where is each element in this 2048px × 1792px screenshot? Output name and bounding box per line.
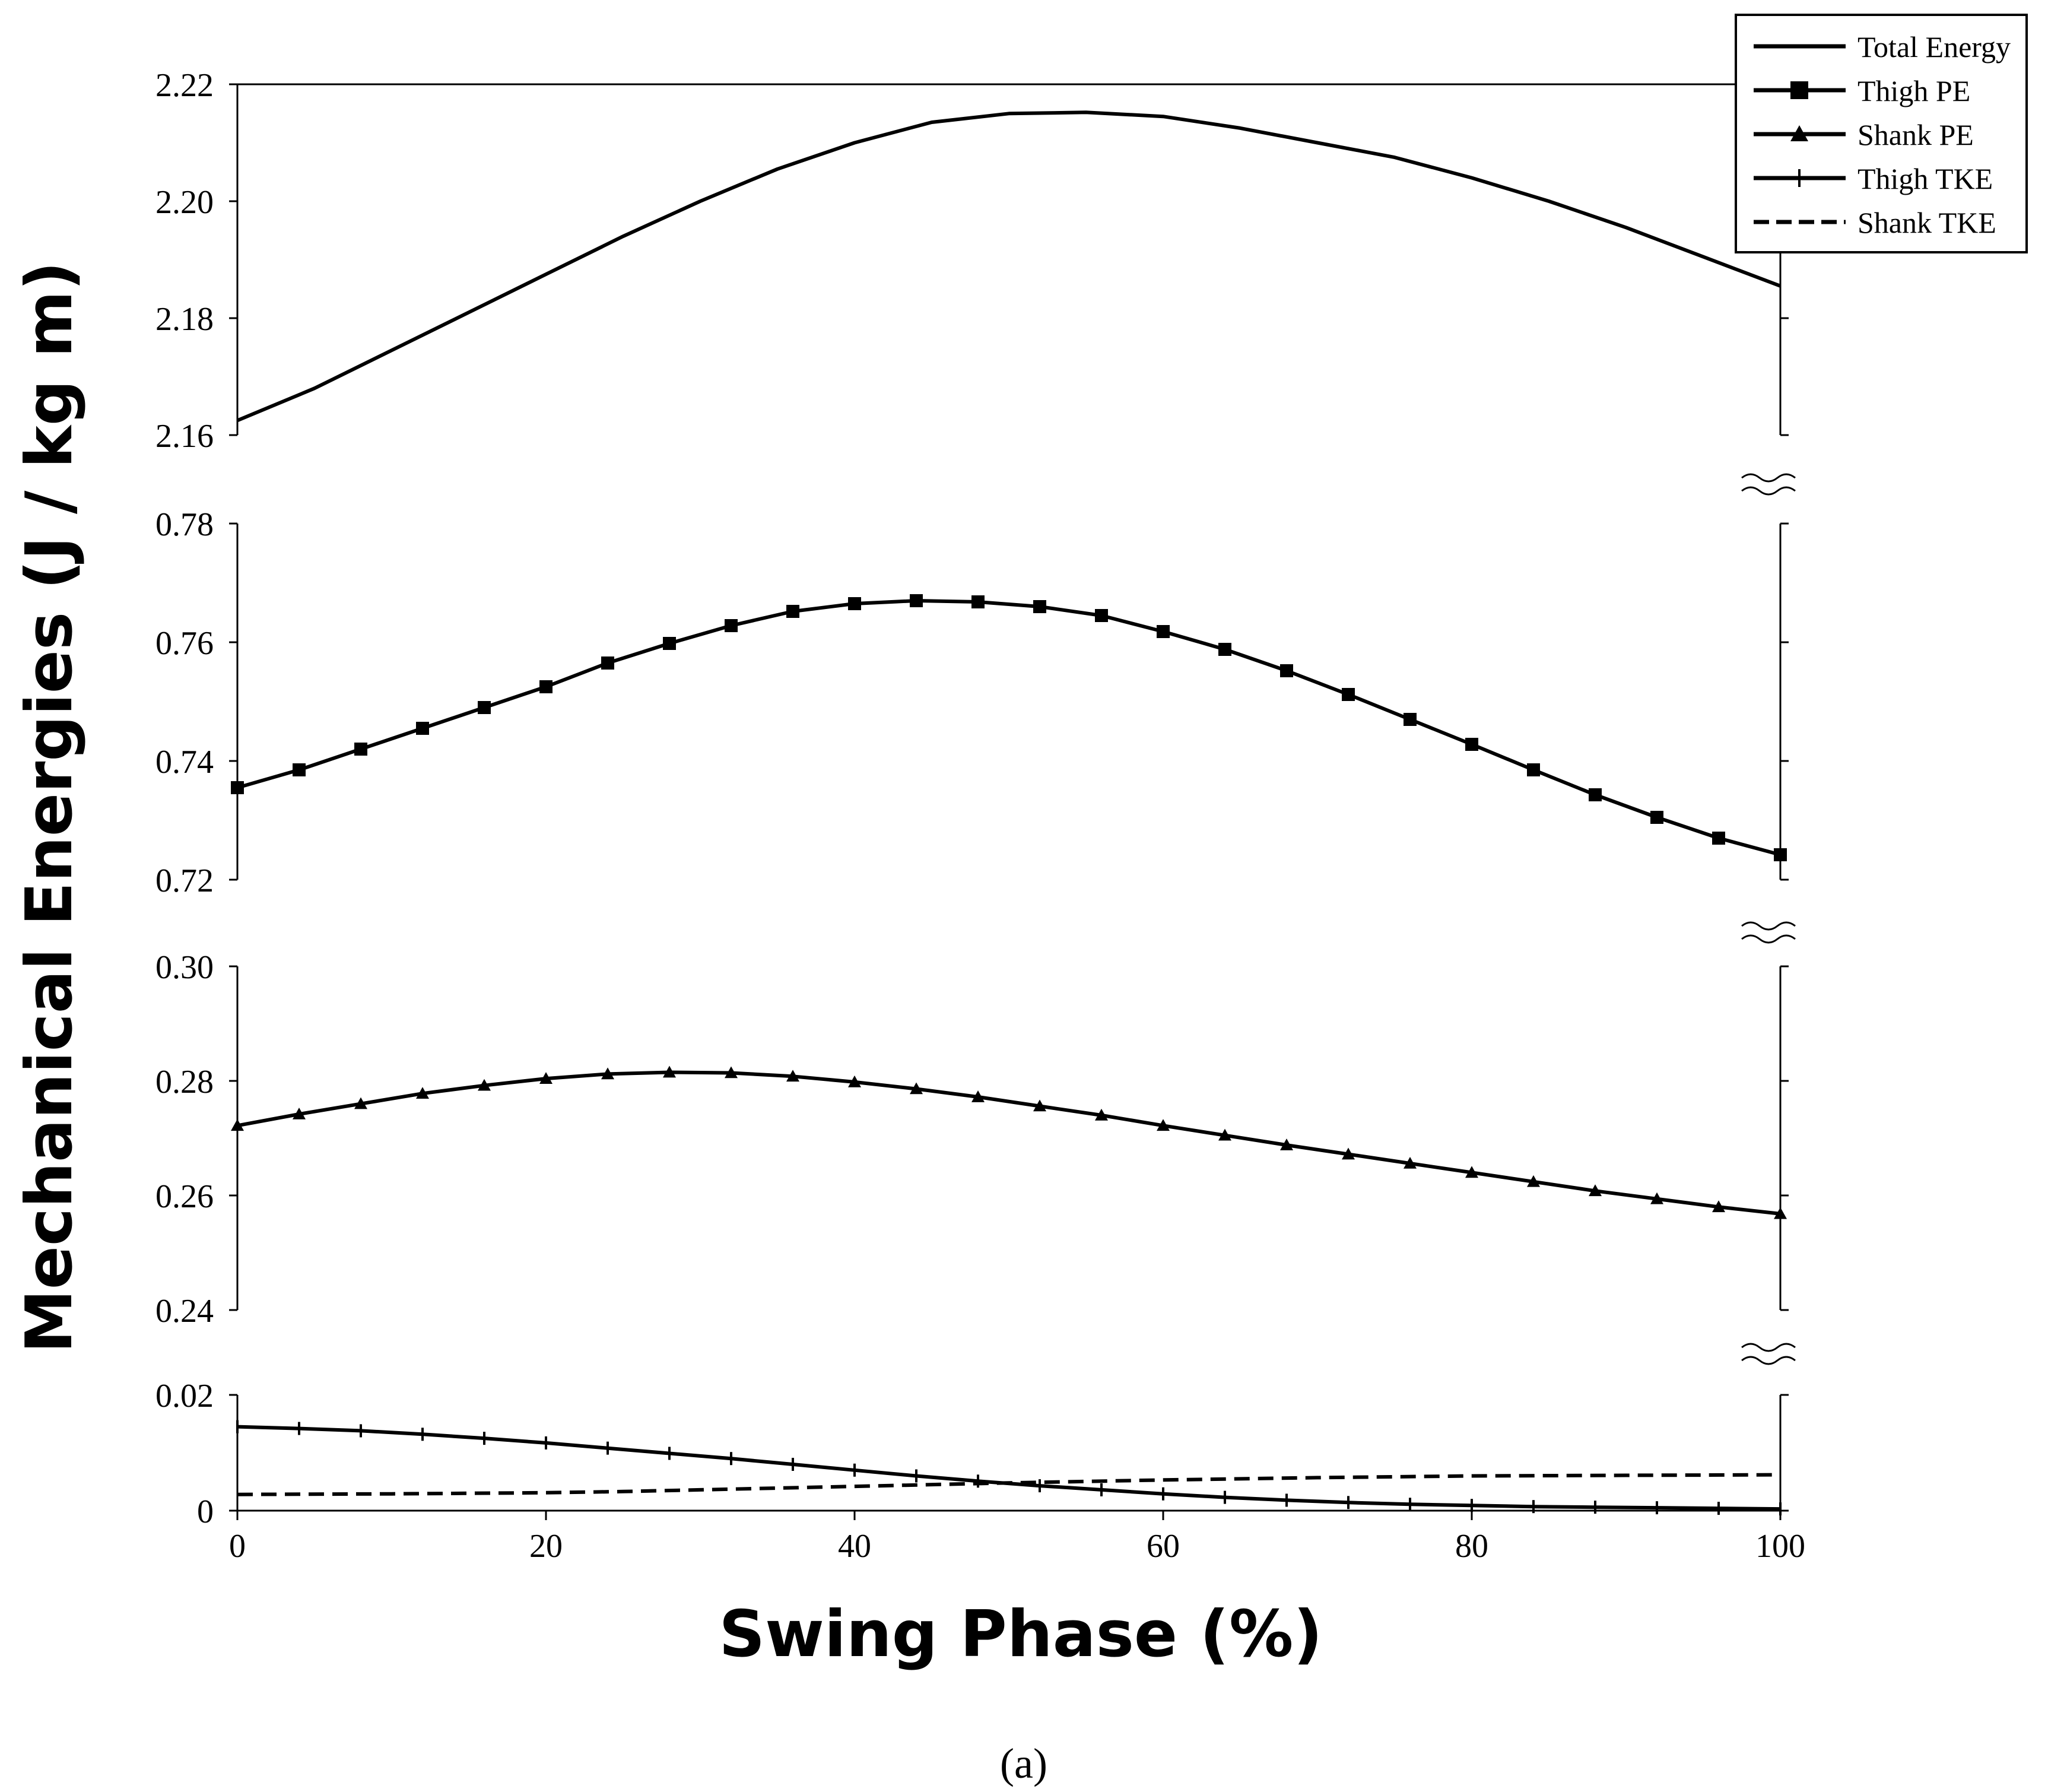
data-point-square (416, 722, 429, 735)
data-point-square (1342, 688, 1355, 701)
data-point-square (1712, 832, 1725, 845)
series-line-shank-pe (237, 1070, 1781, 1216)
data-point-square (354, 743, 367, 756)
data-point-square (1033, 600, 1046, 613)
data-point-triangle (1712, 1200, 1725, 1213)
data-point-square (601, 656, 614, 670)
x-tick-label: 100 (1755, 1528, 1805, 1565)
legend-entries: Total Energy Thigh PE Shank PE Thigh TKE Sha… (1754, 30, 2011, 239)
data-point-square (539, 680, 553, 693)
legend-label: Thigh TKE (1858, 162, 1993, 195)
panel-thigh-pe: 0.72 0.74 0.76 0.78 (155, 506, 1789, 899)
data-point-square (231, 781, 244, 794)
data-point-triangle (786, 1070, 799, 1082)
x-tick-label: 60 (1147, 1528, 1180, 1565)
y-tick-label: 0.26 (155, 1178, 214, 1215)
panel-shank-pe: 0.24 0.26 0.28 0.30 (155, 949, 1789, 1330)
data-point-triangle (1650, 1192, 1663, 1204)
x-tick-label: 0 (229, 1528, 246, 1565)
legend-label: Thigh PE (1858, 74, 1970, 107)
data-point-triangle (848, 1075, 861, 1087)
data-point-triangle (1790, 125, 1808, 141)
data-point-square (478, 701, 491, 714)
data-point-square (786, 605, 799, 618)
data-point-square (848, 597, 861, 610)
y-tick-label: 2.16 (155, 418, 214, 455)
data-point-triangle (1342, 1147, 1355, 1160)
legend-label: Total Energy (1858, 30, 2011, 64)
legend-label: Shank PE (1858, 118, 1974, 151)
data-point-square (1280, 664, 1293, 677)
data-point-triangle (1589, 1184, 1602, 1197)
data-point-triangle (1095, 1108, 1108, 1121)
series-line-thigh-tke (237, 1425, 1781, 1511)
legend-label: Shank TKE (1858, 206, 1996, 239)
data-point-square (1650, 811, 1663, 824)
y-tick-label: 2.22 (155, 67, 214, 104)
data-point-square (1157, 625, 1170, 638)
data-point-triangle (231, 1119, 244, 1131)
legend: Total Energy Thigh PE Shank PE Thigh TKE Sha… (1735, 14, 2028, 253)
series-line-total-energy (236, 110, 1782, 423)
data-point-triangle (663, 1065, 676, 1078)
data-point-square (971, 595, 985, 608)
data-point-square (293, 763, 306, 776)
y-tick-label: 0.78 (155, 506, 214, 543)
panels-layer: 2.16 2.18 2.20 2.22 0.72 0.74 0.76 0.78 0.24 0.26… (155, 67, 1805, 1565)
y-tick-label: 0.72 (155, 862, 214, 899)
data-point-square (910, 594, 923, 607)
data-point-triangle (1527, 1175, 1540, 1187)
y-axis-title: Mechanical Energies (J / kg m) (12, 261, 87, 1353)
data-point-triangle (1157, 1119, 1170, 1131)
axis-break-icon (1741, 473, 1796, 496)
y-tick-label: 0.76 (155, 625, 214, 662)
data-point-square (1589, 788, 1602, 801)
data-point-square (1774, 848, 1787, 861)
data-point-triangle (1774, 1207, 1787, 1219)
data-point-triangle (416, 1087, 429, 1099)
data-point-triangle (293, 1107, 306, 1119)
data-point-square (725, 619, 738, 632)
data-point-triangle (1280, 1138, 1293, 1150)
data-point-triangle (1404, 1156, 1417, 1169)
x-axis-title: Swing Phase (%) (719, 1597, 1322, 1672)
data-point-triangle (601, 1067, 614, 1080)
x-tick-label: 40 (838, 1528, 871, 1565)
panel-total-energy: 2.16 2.18 2.20 2.22 (155, 67, 1789, 455)
series-line-thigh-pe (237, 599, 1781, 857)
data-point-square (1095, 609, 1108, 622)
y-tick-label: 0.30 (155, 949, 214, 986)
panel-kinetic-energies: 00.02 (155, 1378, 1789, 1530)
data-point-triangle (725, 1066, 738, 1079)
y-tick-label: 2.20 (155, 184, 214, 221)
y-tick-label: 0 (197, 1493, 214, 1530)
data-point-triangle (478, 1079, 491, 1091)
data-point-square (1218, 643, 1231, 656)
data-point-square (1404, 713, 1417, 726)
data-point-triangle (1465, 1166, 1478, 1178)
series-line-shank-tke (237, 1473, 1781, 1496)
axis-break-icon (1741, 921, 1796, 944)
data-point-triangle (1033, 1099, 1046, 1112)
data-point-triangle (1218, 1128, 1231, 1141)
y-tick-label: 2.18 (155, 301, 214, 338)
data-point-triangle (539, 1072, 553, 1084)
x-tick-label: 80 (1455, 1528, 1488, 1565)
data-point-triangle (910, 1082, 923, 1095)
data-point-square (1527, 763, 1540, 776)
y-tick-label: 0.02 (155, 1378, 214, 1414)
data-point-triangle (971, 1090, 985, 1102)
y-tick-label: 0.74 (155, 744, 214, 781)
data-point-triangle (354, 1097, 367, 1109)
data-point-square (663, 637, 676, 650)
x-tick-label: 20 (529, 1528, 563, 1565)
y-tick-label: 0.28 (155, 1064, 214, 1100)
data-point-square (1790, 81, 1808, 99)
figure-caption: (a) (1000, 1740, 1047, 1787)
axis-break-icon (1741, 1343, 1796, 1365)
y-tick-label: 0.24 (155, 1293, 214, 1330)
data-point-square (1465, 738, 1478, 751)
